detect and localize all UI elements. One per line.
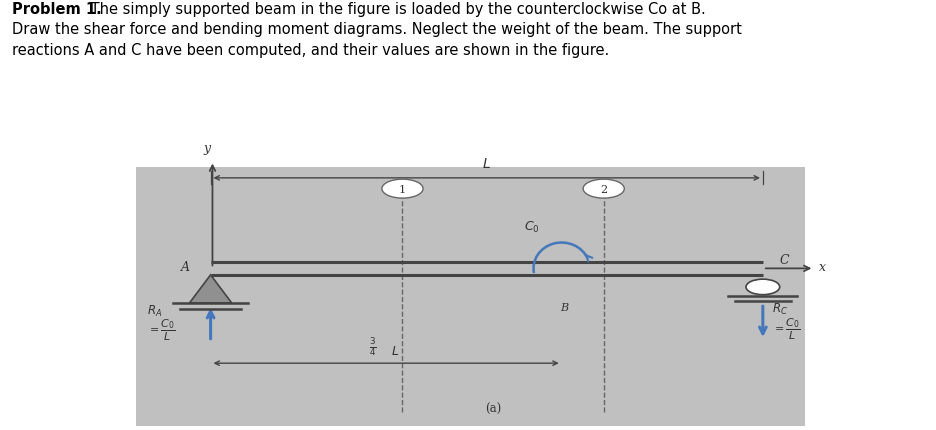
Circle shape <box>382 180 423 199</box>
Text: x: x <box>819 260 826 273</box>
Text: (a): (a) <box>486 402 502 415</box>
Circle shape <box>746 280 780 295</box>
Text: $\frac{3}{4}$: $\frac{3}{4}$ <box>369 335 376 357</box>
Text: 1: 1 <box>399 184 406 194</box>
Text: $R_A$: $R_A$ <box>147 303 162 318</box>
Text: A: A <box>181 260 190 273</box>
Text: $L$: $L$ <box>391 344 399 357</box>
Text: $R_C$: $R_C$ <box>772 301 788 316</box>
Text: The simply supported beam in the figure is loaded by the counterclockwise Co at : The simply supported beam in the figure … <box>86 2 706 17</box>
Text: $C_0$: $C_0$ <box>524 219 539 234</box>
Text: $=\dfrac{C_0}{L}$: $=\dfrac{C_0}{L}$ <box>772 316 801 341</box>
Polygon shape <box>190 275 232 303</box>
Text: B: B <box>561 302 568 312</box>
Text: Problem 1.: Problem 1. <box>12 2 102 17</box>
Text: C: C <box>780 254 789 267</box>
Bar <box>136 168 805 426</box>
Text: Draw the shear force and bending moment diagrams. Neglect the weight of the beam: Draw the shear force and bending moment … <box>12 22 742 37</box>
Text: y: y <box>203 142 211 155</box>
Text: reactions A and C have been computed, and their values are shown in the figure.: reactions A and C have been computed, an… <box>12 43 609 58</box>
Text: $=\dfrac{C_0}{L}$: $=\dfrac{C_0}{L}$ <box>147 317 176 343</box>
Text: 2: 2 <box>600 184 607 194</box>
Circle shape <box>583 180 624 199</box>
Text: $L$: $L$ <box>482 157 491 171</box>
